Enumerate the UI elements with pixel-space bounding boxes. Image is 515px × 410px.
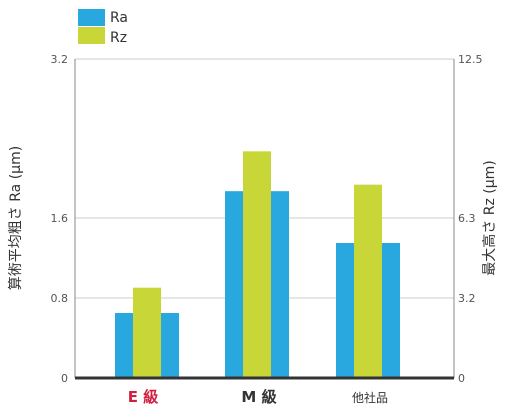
bars bbox=[115, 151, 400, 378]
bar-rz-2 bbox=[354, 184, 382, 378]
right-tick-label: 3.2 bbox=[458, 292, 476, 305]
bar-rz-0 bbox=[133, 287, 161, 378]
left-tick-label: 3.2 bbox=[51, 53, 69, 66]
category-label-m: M 級 bbox=[241, 388, 276, 406]
left-tick-label: 0.8 bbox=[51, 292, 69, 305]
legend-swatch-ra bbox=[78, 9, 105, 26]
legend-label-ra: Ra bbox=[110, 10, 128, 26]
legend-swatch-rz bbox=[78, 27, 105, 44]
bar-rz-1 bbox=[243, 151, 271, 378]
left-ticks: 0 0.8 1.6 3.2 bbox=[51, 53, 69, 385]
legend-label-rz: Rz bbox=[110, 30, 127, 46]
legend: Ra Rz bbox=[78, 9, 128, 46]
category-label-e: E 級 bbox=[128, 388, 158, 406]
right-tick-label: 6.3 bbox=[458, 212, 476, 225]
category-label-other: 他社品 bbox=[352, 390, 388, 405]
right-tick-label: 12.5 bbox=[458, 53, 483, 66]
right-axis-title: 最大高さ Rz (μm) bbox=[481, 160, 498, 275]
right-ticks: 0 3.2 6.3 12.5 bbox=[458, 53, 483, 385]
right-tick-label: 0 bbox=[458, 372, 465, 385]
left-axis-title: 算術平均粗さ Ra (μm) bbox=[8, 146, 24, 290]
left-tick-label: 0 bbox=[61, 372, 68, 385]
left-tick-label: 1.6 bbox=[51, 212, 69, 225]
